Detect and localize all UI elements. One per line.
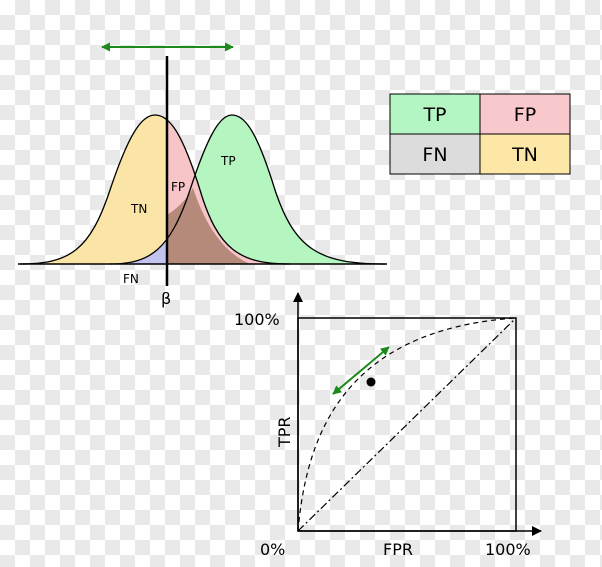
roc-chance-diagonal <box>297 317 517 532</box>
legend-fn-label: FN <box>422 144 447 166</box>
operating-point-move-arrow <box>332 346 390 395</box>
legend-cell-tn <box>479 133 571 175</box>
tp-curve-outline <box>109 114 386 265</box>
roc-x-axis-label: FPR <box>383 540 413 559</box>
tn-label: TN <box>130 202 147 216</box>
roc-curve <box>297 317 517 532</box>
legend-tp-label: TP <box>422 104 446 126</box>
legend-cell-fp <box>479 93 571 135</box>
roc-y-top-label: 100% <box>234 310 280 329</box>
tp-label: TP <box>220 154 236 168</box>
legend-tn-label: TN <box>511 144 538 166</box>
fn-area <box>110 238 167 264</box>
tn-area <box>20 115 290 264</box>
tn-curve-outline <box>19 114 291 265</box>
distributions-panel: TN TP FP FN β <box>18 42 387 308</box>
overlap-area <box>167 188 250 264</box>
threshold-label: β <box>161 289 171 308</box>
roc-panel: 100% 0% 100% FPR TPR <box>234 292 542 559</box>
roc-operating-point <box>366 377 376 387</box>
confusion-matrix-legend: TP FP FN TN <box>389 93 571 175</box>
fn-label: FN <box>123 272 139 286</box>
legend-fp-label: FP <box>514 104 536 126</box>
legend-cell-fn <box>389 133 481 175</box>
fp-label: FP <box>171 180 185 194</box>
roc-origin-label: 0% <box>260 540 285 559</box>
roc-y-axis-label: TPR <box>275 416 294 448</box>
roc-x-right-label: 100% <box>485 540 531 559</box>
